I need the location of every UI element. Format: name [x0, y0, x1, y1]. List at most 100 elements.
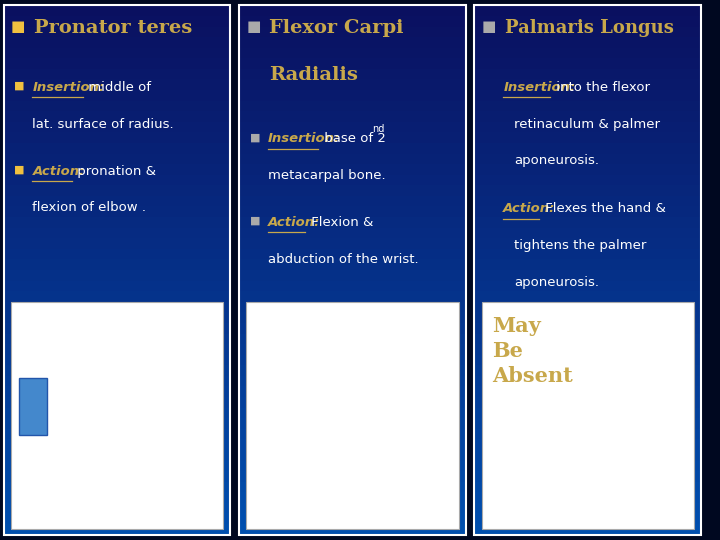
Bar — [239, 397, 466, 408]
Text: flexion of elbow .: flexion of elbow . — [32, 201, 146, 214]
Bar — [4, 153, 230, 164]
Bar — [474, 217, 701, 228]
Bar — [4, 185, 230, 196]
Bar — [474, 492, 701, 503]
Bar — [474, 461, 701, 471]
Bar — [239, 492, 466, 503]
Bar — [239, 355, 466, 365]
Bar — [474, 175, 701, 185]
Bar — [474, 344, 701, 355]
Bar — [474, 228, 701, 238]
Bar — [239, 217, 466, 228]
Bar — [474, 90, 701, 100]
Text: base of 2: base of 2 — [320, 132, 385, 145]
Bar — [4, 122, 230, 132]
Bar — [474, 26, 701, 37]
Bar — [474, 111, 701, 122]
Bar — [239, 69, 466, 79]
Bar — [239, 365, 466, 376]
Text: pronation &: pronation & — [73, 165, 156, 178]
Bar — [239, 440, 466, 450]
Bar — [4, 376, 230, 387]
Bar — [474, 259, 701, 270]
Bar — [239, 376, 466, 387]
Bar — [239, 259, 466, 270]
Bar — [239, 5, 466, 16]
Bar — [246, 302, 459, 529]
Bar — [474, 270, 701, 281]
Bar — [474, 471, 701, 482]
Bar — [239, 482, 466, 492]
Bar — [239, 122, 466, 132]
Bar — [4, 111, 230, 122]
Bar — [4, 291, 230, 302]
Bar — [239, 48, 466, 58]
Bar — [474, 58, 701, 69]
Bar — [4, 143, 230, 153]
Bar — [4, 429, 230, 440]
Text: abduction of the wrist.: abduction of the wrist. — [268, 253, 418, 266]
Bar — [239, 387, 466, 397]
Bar — [4, 132, 230, 143]
Bar — [4, 79, 230, 90]
Bar — [239, 90, 466, 100]
Text: aponeurosis.: aponeurosis. — [514, 276, 599, 289]
Bar — [474, 355, 701, 365]
Bar — [239, 249, 466, 259]
Text: Pronator teres: Pronator teres — [34, 19, 192, 37]
Bar — [19, 378, 47, 435]
Text: Action:: Action: — [503, 202, 556, 215]
Bar — [4, 164, 230, 175]
Text: Palmaris Longus: Palmaris Longus — [505, 19, 674, 37]
Bar — [4, 387, 230, 397]
Bar — [474, 291, 701, 302]
Text: ■: ■ — [482, 19, 496, 34]
Bar — [474, 376, 701, 387]
Bar — [4, 217, 230, 228]
Bar — [239, 291, 466, 302]
Bar — [239, 196, 466, 206]
Text: metacarpal bone.: metacarpal bone. — [268, 169, 385, 182]
Bar — [239, 58, 466, 69]
Bar — [239, 429, 466, 440]
Bar — [239, 164, 466, 175]
Text: nd: nd — [372, 124, 384, 134]
Bar — [239, 111, 466, 122]
Bar — [4, 48, 230, 58]
Text: aponeurosis.: aponeurosis. — [514, 154, 599, 167]
Bar — [4, 26, 230, 37]
Text: Flexion &: Flexion & — [307, 216, 373, 229]
Text: Radialis: Radialis — [269, 66, 358, 84]
Text: Insertion:: Insertion: — [503, 81, 575, 94]
Bar — [474, 312, 701, 323]
Bar — [239, 503, 466, 514]
Bar — [239, 461, 466, 471]
Text: into the flexor: into the flexor — [552, 81, 649, 94]
Bar — [4, 450, 230, 461]
Bar — [4, 323, 230, 334]
Text: retinaculum & palmer: retinaculum & palmer — [514, 118, 660, 131]
Bar — [4, 418, 230, 429]
Bar — [474, 418, 701, 429]
Bar — [4, 37, 230, 48]
Bar — [474, 196, 701, 206]
Bar — [4, 302, 230, 312]
Bar — [474, 387, 701, 397]
Bar — [4, 344, 230, 355]
Bar — [4, 514, 230, 524]
Text: ■: ■ — [14, 81, 25, 91]
Text: Flexor Carpi: Flexor Carpi — [269, 19, 404, 37]
Bar — [4, 397, 230, 408]
Bar — [474, 249, 701, 259]
Bar — [474, 143, 701, 153]
Bar — [4, 355, 230, 365]
Bar — [239, 334, 466, 344]
Bar — [4, 524, 230, 535]
Text: ■: ■ — [11, 19, 25, 34]
Text: Insertion:: Insertion: — [268, 132, 340, 145]
Bar — [474, 16, 701, 26]
Bar — [4, 69, 230, 79]
Bar — [474, 323, 701, 334]
Bar — [239, 185, 466, 196]
Bar — [239, 524, 466, 535]
